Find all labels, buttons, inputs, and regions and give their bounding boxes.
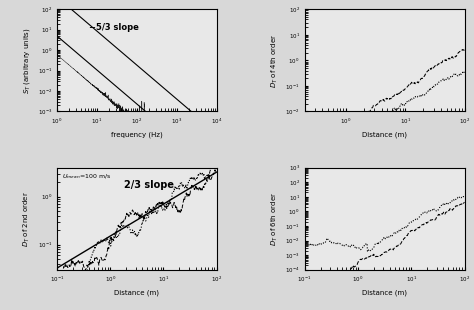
Y-axis label: $D_T$ of 4th order: $D_T$ of 4th order [270,33,280,88]
Text: −5/3 slope: −5/3 slope [89,23,139,32]
Text: 2/3 slope: 2/3 slope [124,180,174,190]
X-axis label: Distance (m): Distance (m) [114,290,159,296]
X-axis label: Distance (m): Distance (m) [362,131,407,138]
Y-axis label: $D_T$ of 6th order: $D_T$ of 6th order [270,191,280,246]
X-axis label: Distance (m): Distance (m) [362,290,407,296]
Y-axis label: $D_T$ of 2nd order: $D_T$ of 2nd order [22,191,32,247]
X-axis label: frequency (Hz): frequency (Hz) [111,131,163,138]
Y-axis label: $S_T$ (arbitrary units): $S_T$ (arbitrary units) [22,27,32,94]
Text: $U_{mean}$=100 m/s: $U_{mean}$=100 m/s [62,172,111,181]
